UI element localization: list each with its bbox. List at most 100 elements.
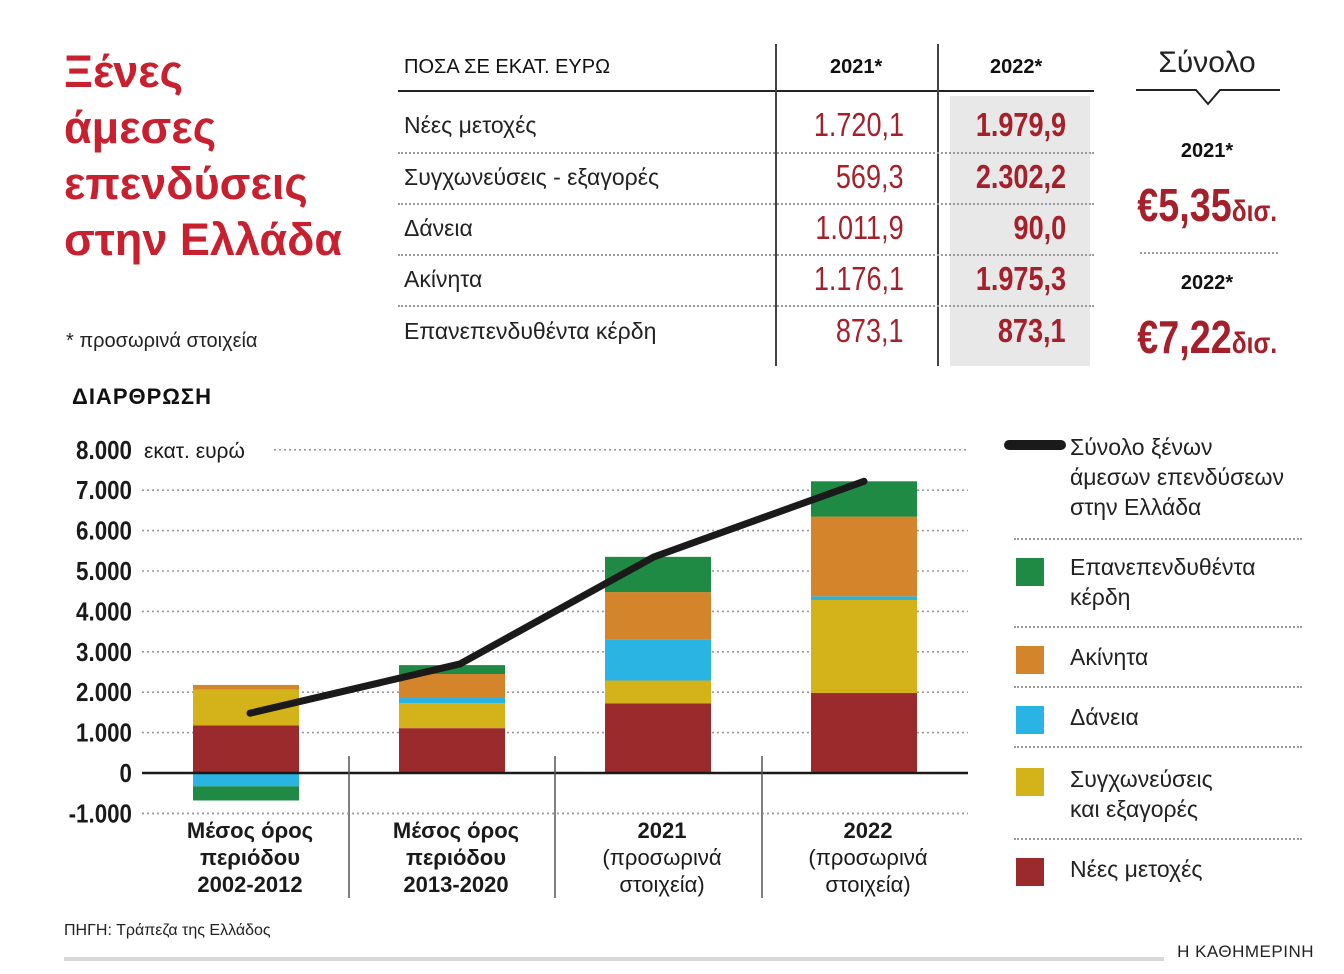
- y-tick-label: 6.000: [76, 517, 132, 546]
- y-tick-label: 7.000: [76, 477, 132, 506]
- legend-label: Συγχωνεύσεις και εξαγορές: [1070, 766, 1213, 822]
- legend-separator: [1014, 686, 1302, 688]
- table-cell-2022: 2.302,2: [975, 158, 1066, 195]
- table-col-divider-1: [775, 44, 777, 366]
- highlight-column-2022: [950, 96, 1090, 366]
- row-separator: [398, 305, 1094, 307]
- category-label: Μέσος όρος: [393, 818, 519, 843]
- table-row-label: Νέες μετοχές: [404, 112, 537, 138]
- y-tick-label: 1.000: [76, 719, 132, 748]
- bar-segment: [605, 639, 711, 681]
- bar-segment: [399, 674, 505, 698]
- table-cell-2021: 1.011,9: [815, 209, 904, 246]
- bar-segment: [399, 728, 505, 773]
- row-separator: [398, 203, 1094, 205]
- table-cell-2022: 90,0: [1013, 209, 1066, 246]
- legend-label: Νέες μετοχές: [1070, 856, 1203, 882]
- legend-separator: [1014, 538, 1302, 540]
- bar-segment: [399, 703, 505, 729]
- totals-year-2022: 2022*: [1180, 272, 1234, 294]
- category-label: (προσωρινά: [808, 845, 927, 870]
- row-separator: [398, 152, 1094, 154]
- category-label: 2021: [638, 818, 687, 843]
- bar-segment: [811, 516, 917, 597]
- bar-segment: [193, 725, 299, 773]
- table-row-label: Δάνεια: [404, 215, 473, 241]
- legend-color-swatch: [1016, 858, 1044, 886]
- category-label: στοιχεία): [825, 872, 910, 897]
- category-label: Μέσος όρος: [187, 818, 313, 843]
- y-tick-label: -1.000: [69, 800, 132, 829]
- table-cell-2021: 1.176,1: [813, 260, 904, 297]
- category-label: 2013-2020: [403, 872, 508, 897]
- legend-color-swatch: [1016, 768, 1044, 796]
- legend-separator: [1014, 746, 1302, 748]
- totals-title: Σύνολο: [1158, 46, 1256, 79]
- bar-segment: [399, 665, 505, 675]
- legend-label: Επανεπενδυθέντα κέρδη: [1070, 554, 1256, 610]
- bar-segment: [811, 596, 917, 601]
- bar-segment: [811, 481, 917, 517]
- title-line-1: Ξένες: [64, 46, 184, 97]
- table-cell-2021: 873,1: [836, 312, 904, 349]
- legend-color-swatch: [1016, 706, 1044, 734]
- source-note: ΠΗΓΗ: Τράπεζα της Ελλάδος: [64, 922, 271, 939]
- table-col-divider-2: [937, 44, 939, 366]
- totals-value-2022: €7,22δισ.: [1137, 310, 1278, 364]
- bar-segment: [193, 684, 299, 690]
- y-tick-label: 5.000: [76, 557, 132, 586]
- totals-unit-2022: δισ.: [1231, 327, 1278, 360]
- table-cell-2022: 1.975,3: [975, 260, 1066, 297]
- legend-label: Ακίνητα: [1070, 644, 1149, 670]
- totals-year-2021: 2021*: [1180, 140, 1234, 162]
- title-line-4: στην Ελλάδα: [64, 214, 343, 265]
- bar-segment: [193, 786, 299, 801]
- legend-separator: [1014, 838, 1302, 840]
- category-label: περιόδου: [200, 845, 300, 870]
- title-line-2: άμεσες: [64, 102, 217, 153]
- category-label: 2022: [844, 818, 893, 843]
- totals-amount-2022: €7,22: [1137, 311, 1232, 363]
- row-separator: [398, 254, 1094, 256]
- y-tick-label: 0: [120, 759, 132, 788]
- table-row-label: Ακίνητα: [404, 266, 483, 292]
- bar-segment: [605, 680, 711, 704]
- legend-line-swatch: [1004, 440, 1066, 450]
- brand-logo: Η ΚΑΘΗΜΕΡΙΝΗ: [1177, 942, 1314, 961]
- totals-separator: [1140, 252, 1278, 254]
- footnote: * προσωρινά στοιχεία: [66, 330, 258, 352]
- y-tick-label: 4.000: [76, 598, 132, 627]
- table-header-2021: 2021*: [830, 56, 883, 78]
- table-cell-2021: 1.720,1: [813, 106, 904, 143]
- legend-color-swatch: [1016, 558, 1044, 586]
- bar-segment: [811, 693, 917, 773]
- legend-separator: [1014, 626, 1302, 628]
- totals-unit-2021: δισ.: [1231, 195, 1278, 228]
- table-header-2022: 2022*: [990, 56, 1043, 78]
- bar-segment: [605, 592, 711, 640]
- chart-section-title: ΔΙΑΡΘΡΩΣΗ: [72, 384, 213, 409]
- table-cell-2022: 873,1: [998, 312, 1066, 349]
- table-row-label: Συγχωνεύσεις - εξαγορές: [404, 164, 660, 190]
- stacked-bar-chart: 8.000 7.000 6.000 5.000 4.000 3.000 2.000 1.000…: [69, 436, 968, 898]
- category-label: στοιχεία): [619, 872, 704, 897]
- table-cell-2022: 1.979,9: [975, 106, 1066, 143]
- table-header-rule: [398, 90, 1094, 92]
- bar-segment: [811, 600, 917, 694]
- y-axis-unit-label: εκατ. ευρώ: [144, 440, 245, 463]
- y-tick-label: 3.000: [76, 638, 132, 667]
- table-cell-2021: 569,3: [836, 158, 904, 195]
- category-label: 2002-2012: [197, 872, 302, 897]
- legend-color-swatch: [1016, 646, 1044, 674]
- totals-value-2021: €5,35δισ.: [1137, 178, 1278, 232]
- title-line-3: επενδύσεις: [64, 158, 308, 209]
- category-label: (προσωρινά: [602, 845, 721, 870]
- legend-label: Δάνεια: [1070, 704, 1139, 730]
- category-label: περιόδου: [406, 845, 506, 870]
- y-tick-label: 2.000: [76, 679, 132, 708]
- totals-pointer: [1136, 89, 1280, 106]
- totals-amount-2021: €5,35: [1137, 179, 1232, 231]
- bar-segment: [193, 773, 299, 787]
- bar-segment: [605, 703, 711, 773]
- bar-segment: [399, 697, 505, 704]
